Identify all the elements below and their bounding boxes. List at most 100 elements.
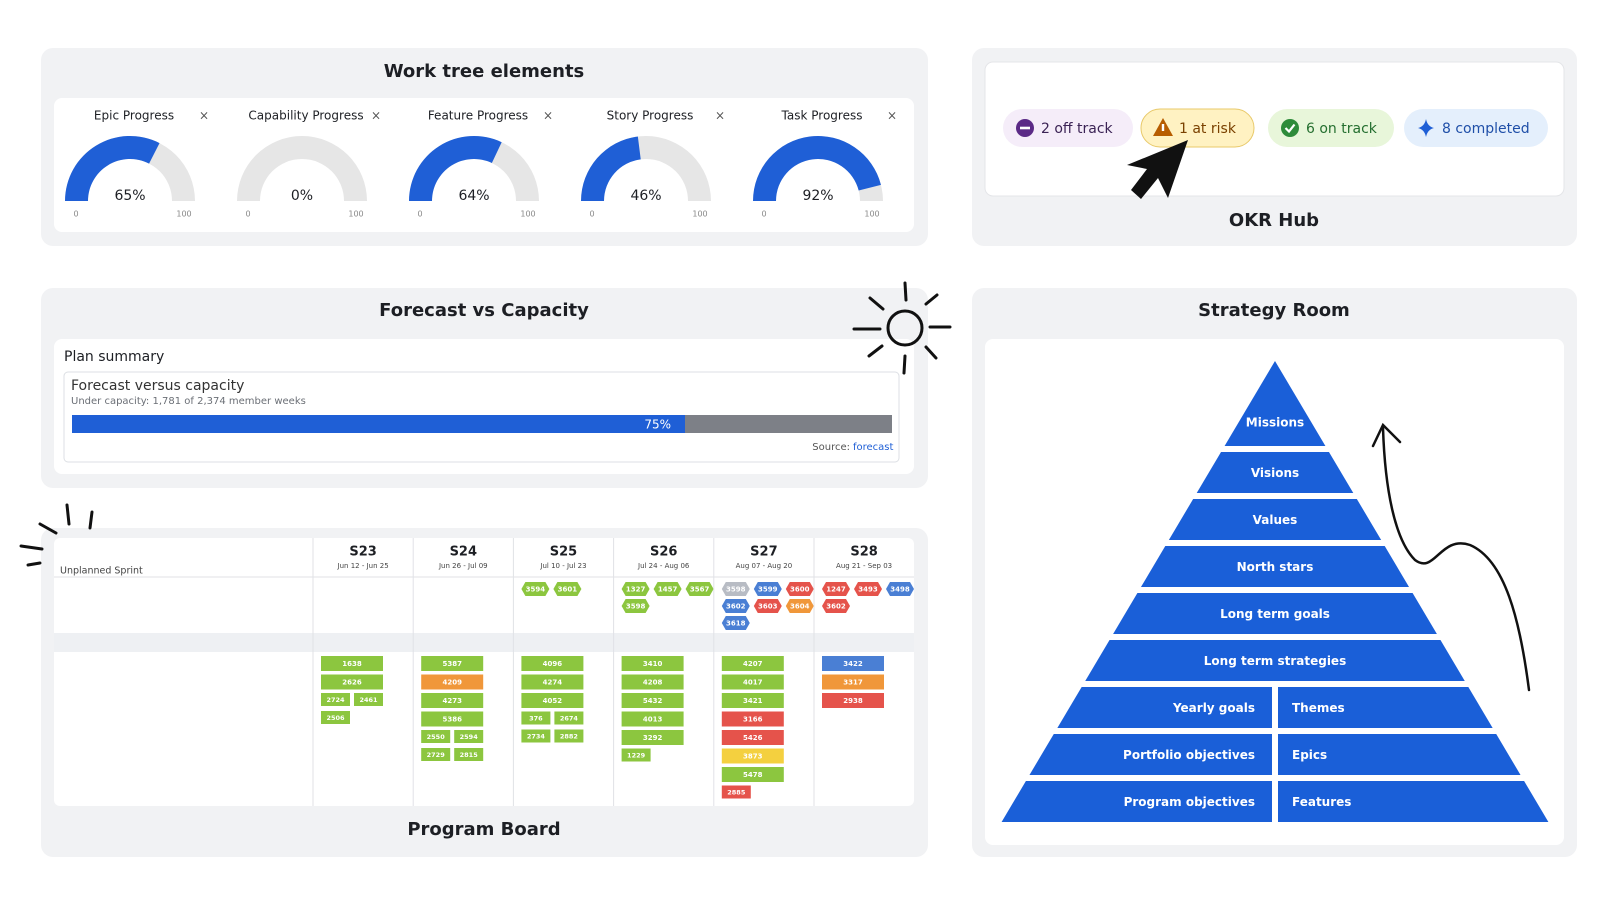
level-label: Long term goals bbox=[1220, 607, 1330, 621]
card-id: 2724 bbox=[326, 696, 345, 704]
planned-card bbox=[721, 674, 784, 690]
pyramid-level bbox=[1113, 593, 1437, 634]
card-id: 3601 bbox=[558, 586, 578, 594]
row-label: Unplanned Sprint bbox=[60, 566, 143, 577]
planned-card bbox=[822, 674, 884, 690]
planned-card bbox=[321, 674, 383, 690]
card-id: 3292 bbox=[643, 734, 663, 742]
gauge-min: 0 bbox=[245, 210, 250, 219]
sprint-dates: Jun 12 - Jun 25 bbox=[337, 562, 389, 570]
card-id: 3498 bbox=[890, 586, 910, 594]
planned-card bbox=[822, 656, 884, 671]
sprint-dates: Jul 10 - Jul 23 bbox=[539, 562, 586, 570]
close-button[interactable]: × bbox=[887, 109, 897, 123]
gauge-label: Feature Progress bbox=[428, 109, 528, 123]
planned-card-small bbox=[621, 748, 651, 762]
spark-doodle bbox=[19, 503, 94, 567]
card-id: 2938 bbox=[843, 697, 863, 705]
planned-card bbox=[721, 693, 784, 708]
close-button[interactable]: × bbox=[371, 109, 381, 123]
gauge-value: 65% bbox=[114, 188, 145, 204]
gauge-value: 92% bbox=[802, 188, 833, 204]
pyramid-level bbox=[1140, 546, 1410, 587]
pill-label: 6 on track bbox=[1306, 121, 1378, 137]
gauge-fill bbox=[65, 135, 160, 201]
planned-card bbox=[421, 711, 484, 727]
gauge-max: 100 bbox=[176, 210, 191, 219]
card-id: 2882 bbox=[560, 733, 578, 741]
gauge-min: 0 bbox=[589, 210, 594, 219]
cursor-doodle bbox=[1127, 140, 1188, 199]
sprint-name: S28 bbox=[850, 545, 877, 560]
card-id: 1247 bbox=[826, 586, 846, 594]
unplanned-card bbox=[822, 599, 850, 613]
planned-card bbox=[721, 748, 784, 764]
card-id: 1327 bbox=[626, 586, 646, 594]
pyramid-level bbox=[1001, 781, 1272, 822]
board-band bbox=[54, 633, 914, 652]
sun-doodle bbox=[852, 281, 952, 375]
pill-icon bbox=[1281, 119, 1299, 137]
planned-card-small bbox=[354, 693, 383, 706]
planned-card bbox=[421, 674, 484, 690]
card-id: 1229 bbox=[627, 752, 646, 760]
planned-card-small bbox=[321, 693, 350, 706]
sprint-dates: Aug 21 - Sep 03 bbox=[836, 562, 892, 570]
planned-card bbox=[321, 656, 383, 671]
planned-card bbox=[721, 767, 784, 782]
level-label: Features bbox=[1292, 795, 1351, 809]
gauge-fill bbox=[409, 136, 502, 201]
card-id: 2815 bbox=[460, 751, 479, 759]
status-pill[interactable] bbox=[1003, 109, 1133, 147]
sprint-dates: Jul 24 - Aug 06 bbox=[637, 562, 690, 570]
card-id: 2594 bbox=[460, 733, 479, 741]
level-label: Themes bbox=[1292, 701, 1345, 715]
unplanned-card bbox=[685, 582, 714, 596]
planned-card bbox=[822, 693, 884, 708]
card-id: 2729 bbox=[427, 751, 446, 759]
card-id: 2734 bbox=[527, 733, 546, 741]
status-pill[interactable] bbox=[1268, 109, 1394, 147]
pill-icon bbox=[1020, 126, 1030, 130]
planned-card-small bbox=[521, 729, 551, 743]
sprint-dates: Jun 26 - Jul 09 bbox=[438, 562, 488, 570]
card-id: 4052 bbox=[543, 697, 563, 705]
unplanned-card bbox=[753, 599, 782, 613]
panel-subtitle: Plan summary bbox=[64, 349, 164, 365]
sprint-name: S23 bbox=[349, 545, 376, 560]
close-button[interactable]: × bbox=[543, 109, 553, 123]
level-label: Visions bbox=[1251, 466, 1299, 480]
planned-card-small bbox=[521, 711, 551, 725]
planned-card bbox=[621, 730, 684, 745]
level-label: Missions bbox=[1246, 416, 1304, 430]
status-pill[interactable] bbox=[1404, 109, 1548, 147]
unplanned-card bbox=[822, 582, 850, 596]
status-pill[interactable] bbox=[1140, 108, 1255, 148]
level-label: Values bbox=[1253, 513, 1298, 527]
unplanned-card bbox=[721, 582, 750, 596]
card-id: 3602 bbox=[826, 603, 846, 611]
gauge-label: Task Progress bbox=[781, 109, 863, 123]
card-id: 376 bbox=[529, 715, 543, 723]
pyramid-level bbox=[1085, 640, 1465, 681]
planned-card bbox=[721, 656, 784, 671]
card-id: 3410 bbox=[643, 660, 663, 668]
card-id: 4274 bbox=[543, 679, 563, 687]
source-link[interactable]: forecast bbox=[853, 442, 894, 453]
unplanned-card bbox=[854, 582, 882, 596]
unplanned-card bbox=[553, 582, 582, 596]
card-id: 3598 bbox=[726, 586, 746, 594]
close-button[interactable]: × bbox=[715, 109, 725, 123]
gauge-value: 46% bbox=[630, 188, 661, 204]
panel-title: OKR Hub bbox=[1229, 210, 1319, 231]
arrow-doodle bbox=[1371, 422, 1531, 692]
gauge-label: Story Progress bbox=[607, 109, 694, 123]
level-label: Long term strategies bbox=[1204, 654, 1346, 668]
close-button[interactable]: × bbox=[199, 109, 209, 123]
card-id: 3493 bbox=[858, 586, 878, 594]
pyramid-level bbox=[1029, 734, 1272, 775]
planned-card-small bbox=[454, 730, 484, 743]
gauge-max: 100 bbox=[864, 210, 879, 219]
